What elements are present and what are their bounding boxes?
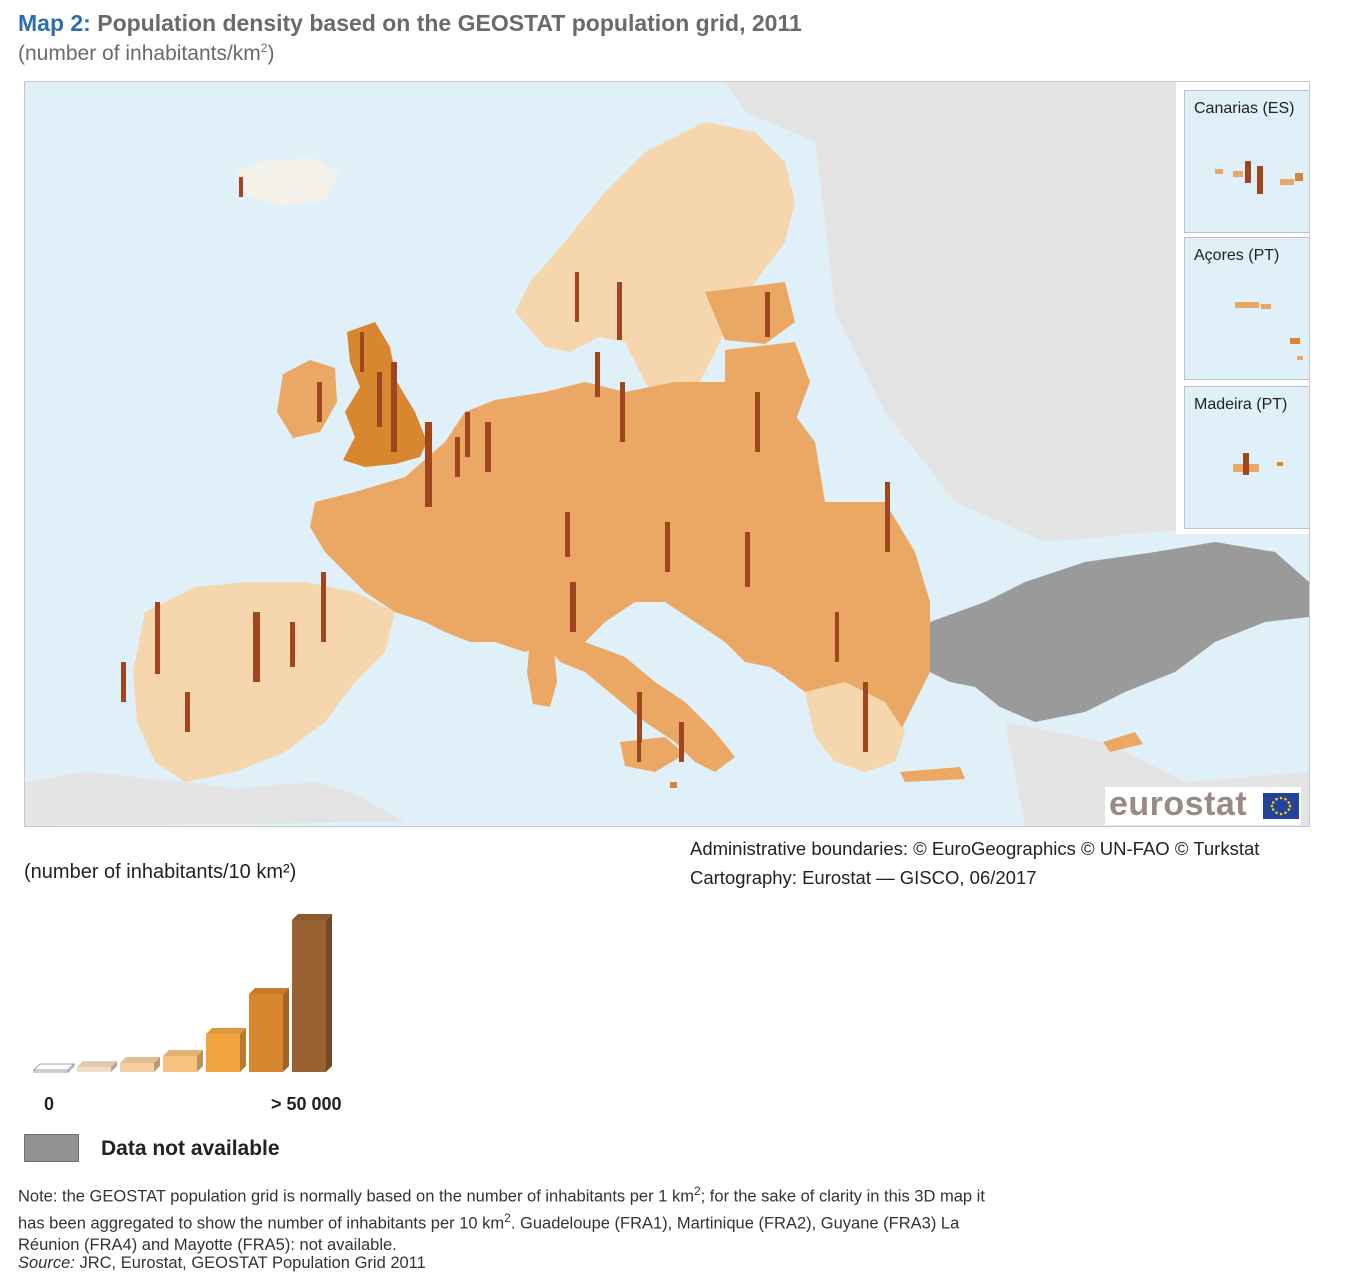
note-part1: Note: the GEOSTAT population grid is nor…: [18, 1187, 694, 1206]
malta-land: [670, 782, 677, 788]
spike-barcelona: [321, 572, 326, 642]
legend-unit: (number of inhabitants/10 km²): [24, 861, 297, 883]
spike-milan: [570, 582, 576, 632]
logo-text: eurostat: [1109, 785, 1248, 823]
legend-max-label: > 50 000: [271, 1094, 342, 1114]
crete-land: [900, 767, 965, 782]
source-label: Source:: [18, 1254, 75, 1272]
data-not-available-label: Data not available: [101, 1137, 280, 1160]
map-title: Map 2: Population density based on the G…: [18, 10, 802, 37]
legend-class-bar: [249, 988, 289, 1072]
spike-manchester: [377, 372, 382, 427]
spike-lisbon: [155, 602, 160, 674]
legend-min-label: 0: [44, 1094, 55, 1114]
subtitle-end: ): [267, 42, 275, 65]
map-subtitle: (number of inhabitants/km2): [18, 41, 274, 66]
spike-athens: [863, 682, 868, 752]
inset-label: Madeira (PT): [1194, 396, 1288, 413]
subtitle-text: (number of inhabitants/km: [18, 42, 261, 65]
spike-valencia: [290, 622, 295, 667]
greece-land: [805, 682, 905, 772]
iberia-land: [133, 582, 395, 782]
eu-flag-icon: [1263, 793, 1299, 819]
spike-naples: [679, 722, 684, 762]
spike-stockholm: [617, 282, 622, 340]
note-text: Note: the GEOSTAT population grid is nor…: [18, 1181, 1008, 1257]
spike-london: [391, 362, 397, 452]
legend-class-bar: [77, 1061, 117, 1072]
legend-class-bar: [292, 914, 332, 1072]
spike-helsinki: [765, 292, 770, 337]
inset-acores: Açores (PT): [1184, 237, 1309, 380]
spike-madrid: [253, 612, 260, 682]
source-text: Source: JRC, Eurostat, GEOSTAT Populatio…: [18, 1254, 426, 1273]
scandinavia-land: [515, 122, 795, 412]
population-spikes: [121, 177, 890, 762]
source-value: JRC, Eurostat, GEOSTAT Population Grid 2…: [74, 1254, 426, 1272]
note-sup1: 2: [693, 1184, 701, 1198]
north-africa-land: [25, 772, 405, 826]
credits-boundaries: Administrative boundaries: © EuroGeograp…: [690, 838, 1260, 859]
canarias-islands: [1215, 161, 1303, 194]
map-credits: Administrative boundaries: © EuroGeograp…: [690, 834, 1259, 892]
legend-class-bar: [33, 1063, 75, 1073]
spike-bucharest: [885, 482, 890, 552]
spike-berlin: [620, 382, 625, 442]
spike-ruhr: [485, 422, 491, 472]
spike-rome: [637, 692, 642, 742]
legend-bars: [33, 914, 332, 1073]
data-not-available-swatch: [24, 1134, 79, 1162]
insets-panel: Canarias (ES) Açores (PT) Madeira (PT): [1176, 82, 1309, 534]
inset-canarias: Canarias (ES): [1184, 90, 1309, 233]
inset-label: Açores (PT): [1194, 247, 1280, 264]
spike-glasgow: [360, 332, 364, 372]
europe-map: Canarias (ES) Açores (PT) Madeira (PT): [24, 81, 1310, 827]
iceland-land: [235, 158, 340, 206]
map-title-text: Population density based on the GEOSTAT …: [97, 10, 802, 36]
subtitle-sup: 2: [260, 41, 268, 55]
continental-europe-land: [310, 382, 930, 762]
eurostat-logo: eurostat: [1105, 785, 1301, 825]
spike-budapest: [745, 532, 750, 587]
legend-class-bar: [120, 1057, 160, 1072]
spike-reykjavik: [239, 177, 243, 197]
spike-palermo: [637, 732, 641, 762]
note-sup2: 2: [504, 1211, 511, 1225]
spike-brussels: [455, 437, 460, 477]
spike-seville: [185, 692, 190, 732]
legend-class-bar: [206, 1028, 246, 1072]
map-canvas: [25, 82, 1309, 826]
note-part3: . Guadeloupe (FRA1), Martinique (FRA2), …: [18, 1214, 960, 1255]
inset-label: Canarias (ES): [1194, 100, 1295, 117]
inset-madeira: Madeira (PT): [1184, 386, 1309, 529]
acores-islands: [1235, 302, 1303, 360]
spike-copenhagen: [595, 352, 600, 397]
great-britain-land: [343, 322, 427, 467]
spike-dublin: [317, 382, 322, 422]
cyprus-land: [1103, 732, 1143, 752]
spike-sofia: [835, 612, 839, 662]
spike-vienna: [665, 522, 670, 572]
finland-south-land: [705, 282, 795, 344]
turkey-land: [930, 542, 1309, 722]
spike-paris: [425, 422, 432, 507]
sardinia-land: [527, 638, 557, 707]
spike-oslo: [575, 272, 579, 322]
spike-porto: [121, 662, 126, 702]
legend-class-bar: [163, 1050, 203, 1072]
ireland-land: [277, 360, 337, 438]
spike-amsterdam: [465, 412, 470, 457]
spike-munich: [565, 512, 570, 557]
sicily-land: [620, 737, 685, 772]
note-part2: ; for the sake of clarity in this 3D map…: [18, 1187, 985, 1233]
madeira-islands: [1233, 453, 1283, 475]
spike-warsaw: [755, 392, 760, 452]
credits-cartography: Cartography: Eurostat — GISCO, 06/2017: [690, 867, 1037, 888]
eastern-land: [725, 82, 1309, 542]
map-number-label: Map 2:: [18, 10, 91, 36]
